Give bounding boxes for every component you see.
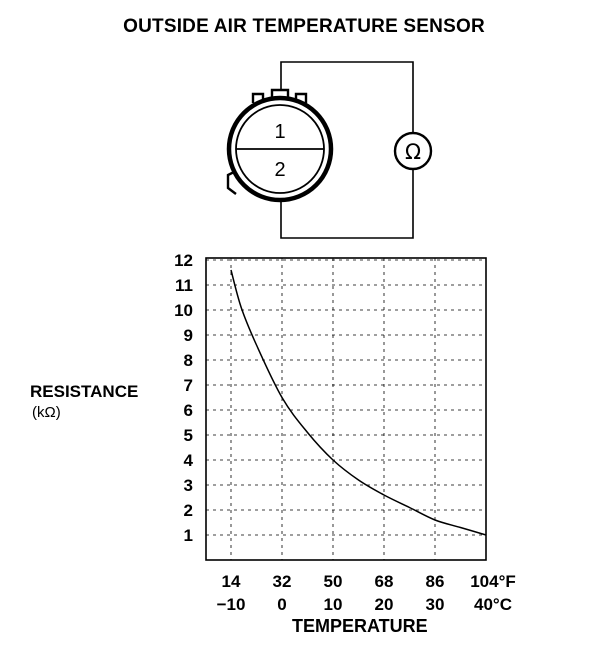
ohm-symbol: Ω (405, 140, 421, 164)
plot-frame (205, 257, 487, 561)
x-tick-label-fahrenheit: 32 (273, 572, 292, 591)
y-tick-label: 8 (184, 351, 193, 370)
y-tick-label: 11 (175, 276, 193, 295)
x-tick-label-celsius: 30 (426, 595, 445, 614)
x-tick-label-fahrenheit: 104°F (470, 572, 516, 591)
x-tick-label-celsius: 10 (324, 595, 343, 614)
y-tick-label: 1 (184, 526, 193, 545)
x-tick-label-celsius: 20 (375, 595, 394, 614)
x-tick-label-fahrenheit: 68 (375, 572, 394, 591)
ohmmeter-icon: Ω (393, 131, 433, 171)
y-tick-label: 4 (184, 451, 194, 470)
y-tick-label: 7 (184, 376, 193, 395)
y-tick-label: 6 (184, 401, 193, 420)
resistance-curve (230, 269, 487, 536)
y-tick-label: 10 (174, 301, 193, 320)
x-tick-label-fahrenheit: 14 (222, 572, 241, 591)
y-tick-label: 2 (184, 501, 193, 520)
y-axis-unit: (kΩ) (32, 404, 61, 421)
diagram-title: OUTSIDE AIR TEMPERATURE SENSOR (123, 16, 485, 37)
wire-top (280, 61, 414, 133)
x-tick-label-celsius: −10 (217, 595, 246, 614)
x-tick-label-celsius: 40°C (474, 595, 512, 614)
wire-bottom (280, 169, 414, 239)
x-tick-label-fahrenheit: 50 (324, 572, 343, 591)
circuit-wires (280, 61, 414, 239)
y-tick-label: 3 (184, 476, 193, 495)
chart-grid (206, 258, 486, 560)
x-tick-labels: 14 −10 32 0 50 10 68 20 86 30 104°F 40°C (217, 572, 516, 614)
connector-icon (226, 88, 334, 203)
x-tick-label-fahrenheit: 86 (426, 572, 445, 591)
y-tick-label: 9 (184, 326, 193, 345)
x-tick-label-celsius: 0 (277, 595, 286, 614)
terminal-1-label: 1 (274, 121, 285, 143)
y-axis-label: RESISTANCE (30, 382, 139, 401)
y-tick-label: 5 (184, 426, 193, 445)
y-tick-label: 12 (174, 251, 193, 270)
terminal-2-label: 2 (274, 159, 285, 181)
x-axis-label: TEMPERATURE (292, 616, 428, 636)
